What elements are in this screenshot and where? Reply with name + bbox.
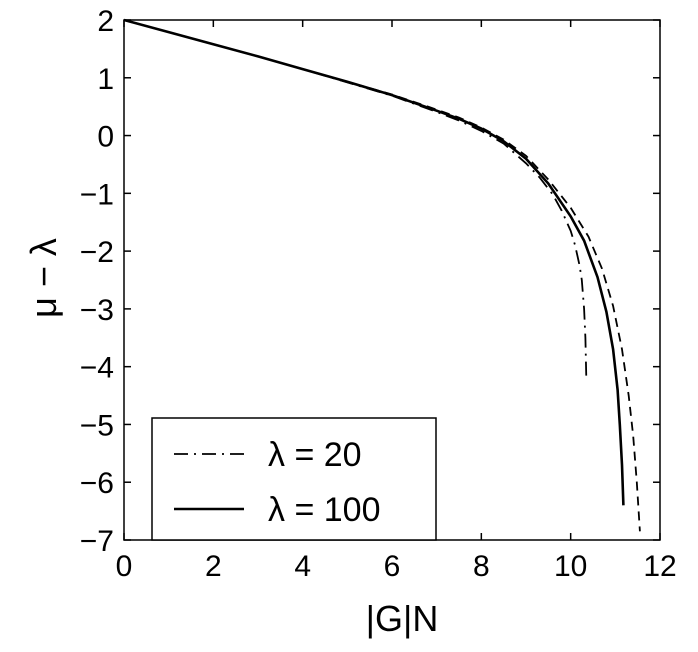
series-line-1 [123,19,588,379]
series-line-3 [123,19,641,532]
y-tick-label: −2 [80,236,114,269]
x-tick-label: 2 [205,550,222,583]
y-tick-label: −6 [80,467,114,500]
y-tick-label: −1 [80,178,114,211]
x-tick-label: 0 [116,550,133,583]
y-axis: 2 1 0 −1 −2 −3 −4 −5 −6 −7 [80,5,660,558]
x-tick-label: 8 [473,550,490,583]
x-axis: 0 2 4 6 8 10 12 [116,20,677,583]
y-tick-label: 1 [97,63,114,96]
legend-box [151,417,437,541]
y-tick-label: −3 [80,294,114,327]
y-tick-label: −5 [80,409,114,442]
y-tick-label: 2 [97,5,114,38]
legend-label: λ = 100 [268,491,380,529]
y-axis-label: μ − λ [23,238,64,318]
series-line-2 [123,18,625,506]
x-tick-label: 12 [643,550,676,583]
legend-label: λ = 20 [268,436,362,474]
y-tick-label: −4 [80,352,114,385]
y-tick-label: 0 [97,121,114,154]
y-tick-label: −7 [80,525,114,558]
legend: λ = 20 λ = 100 [151,417,437,541]
x-tick-label: 6 [384,550,401,583]
x-tick-label: 4 [294,550,311,583]
x-tick-label: 10 [554,550,587,583]
x-axis-label: |G|N [366,598,439,639]
